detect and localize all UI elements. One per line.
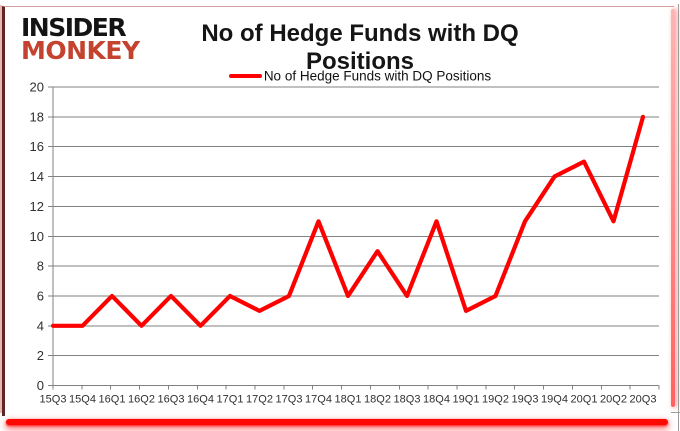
svg-text:6: 6 <box>37 288 44 303</box>
page-bottom-edge <box>671 412 680 413</box>
svg-text:19Q1: 19Q1 <box>453 394 480 406</box>
svg-text:18Q4: 18Q4 <box>423 394 450 406</box>
svg-text:17Q3: 17Q3 <box>276 394 303 406</box>
svg-text:0: 0 <box>37 378 44 393</box>
svg-text:18: 18 <box>30 109 44 124</box>
panel-right-glow <box>671 9 675 407</box>
svg-text:20Q1: 20Q1 <box>571 394 598 406</box>
svg-text:19Q3: 19Q3 <box>512 394 539 406</box>
svg-text:15Q4: 15Q4 <box>69 394 96 406</box>
logo-monkey-text: MONKEY <box>21 36 140 65</box>
svg-text:15Q3: 15Q3 <box>40 394 67 406</box>
panel-bottom-red-bar <box>6 419 668 425</box>
svg-text:20: 20 <box>30 80 44 95</box>
svg-text:16Q1: 16Q1 <box>99 394 126 406</box>
svg-text:20Q3: 20Q3 <box>630 394 657 406</box>
chart-legend: No of Hedge Funds with DQ Positions <box>145 67 575 85</box>
svg-text:18Q3: 18Q3 <box>394 394 421 406</box>
legend-label: No of Hedge Funds with DQ Positions <box>263 68 492 84</box>
svg-text:2: 2 <box>37 348 44 363</box>
svg-text:16: 16 <box>30 139 44 154</box>
svg-text:10: 10 <box>30 229 44 244</box>
svg-text:16Q3: 16Q3 <box>158 394 185 406</box>
svg-text:16Q4: 16Q4 <box>187 394 214 406</box>
svg-text:20Q2: 20Q2 <box>600 394 627 406</box>
svg-text:19Q2: 19Q2 <box>482 394 509 406</box>
svg-text:4: 4 <box>37 318 44 333</box>
insider-monkey-logo: INSIDER MONKEY <box>21 13 140 65</box>
svg-text:16Q2: 16Q2 <box>128 394 155 406</box>
svg-text:17Q2: 17Q2 <box>246 394 273 406</box>
page-left-edge <box>0 5 2 413</box>
svg-text:18Q2: 18Q2 <box>364 394 391 406</box>
svg-text:17Q4: 17Q4 <box>305 394 332 406</box>
svg-text:17Q1: 17Q1 <box>217 394 244 406</box>
legend-line-swatch <box>228 73 262 78</box>
svg-text:14: 14 <box>30 169 44 184</box>
chart-title: No of Hedge Funds with DQ Positions <box>201 20 519 75</box>
svg-text:12: 12 <box>30 199 44 214</box>
logo-insider-text: INSIDER <box>21 13 127 42</box>
chart-panel: INSIDER MONKEY No of Hedge Funds with DQ… <box>2 6 674 416</box>
svg-text:8: 8 <box>37 259 44 274</box>
page-right-edge <box>678 4 679 431</box>
svg-text:18Q1: 18Q1 <box>335 394 362 406</box>
svg-text:19Q4: 19Q4 <box>541 394 568 406</box>
